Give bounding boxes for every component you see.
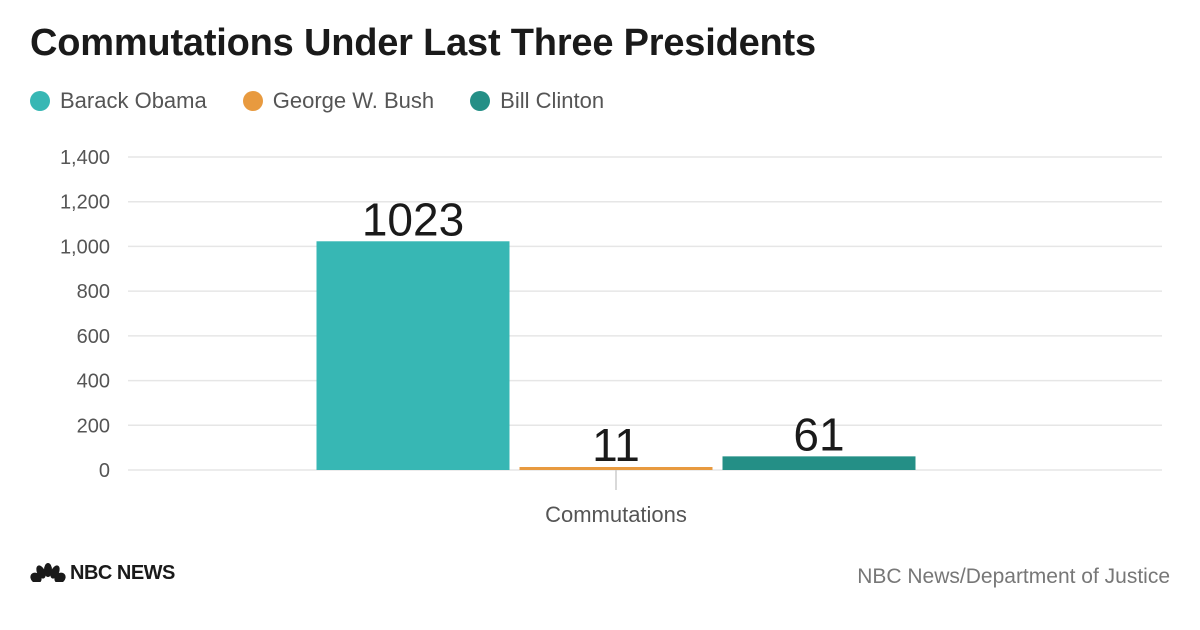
y-tick-label: 400 — [77, 371, 110, 393]
nbc-news-logo: NBC NEWS — [30, 562, 175, 585]
bar-barack-obama — [316, 241, 510, 470]
legend: Barack Obama George W. Bush Bill Clinton — [30, 88, 640, 114]
chart-title: Commutations Under Last Three Presidents — [30, 22, 816, 64]
legend-label-obama: Barack Obama — [60, 88, 207, 113]
legend-item-bush: George W. Bush — [242, 88, 435, 114]
y-tick-label: 0 — [99, 460, 110, 482]
x-category-label: Commutations — [545, 502, 687, 527]
bar-bill-clinton — [722, 456, 916, 470]
data-label: 61 — [793, 408, 844, 460]
logo-text: NBC NEWS — [70, 562, 175, 584]
legend-item-obama: Barack Obama — [30, 88, 207, 114]
legend-item-clinton: Bill Clinton — [470, 88, 604, 114]
y-tick-label: 600 — [77, 326, 110, 348]
legend-swatch-bush — [242, 91, 263, 111]
y-tick-label: 800 — [77, 281, 110, 303]
source-credit: NBC News/Department of Justice — [857, 565, 1170, 588]
legend-label-clinton: Bill Clinton — [500, 88, 605, 113]
data-label: 11 — [592, 419, 640, 471]
bar-chart: 0 200 400 600 800 1,000 1,200 1,400 1023 11 61 Comm… — [60, 147, 1162, 527]
y-tick-label: 1,200 — [60, 192, 110, 214]
data-label: 1023 — [362, 193, 464, 245]
legend-label-bush: George W. Bush — [272, 88, 435, 113]
legend-swatch-obama — [30, 91, 50, 111]
peacock-icon — [30, 562, 66, 585]
bar-george-w-bush — [519, 467, 713, 470]
legend-swatch-clinton — [470, 91, 491, 111]
y-tick-label: 200 — [77, 415, 110, 437]
y-tick-label: 1,400 — [60, 147, 110, 169]
y-tick-label: 1,000 — [60, 236, 110, 258]
